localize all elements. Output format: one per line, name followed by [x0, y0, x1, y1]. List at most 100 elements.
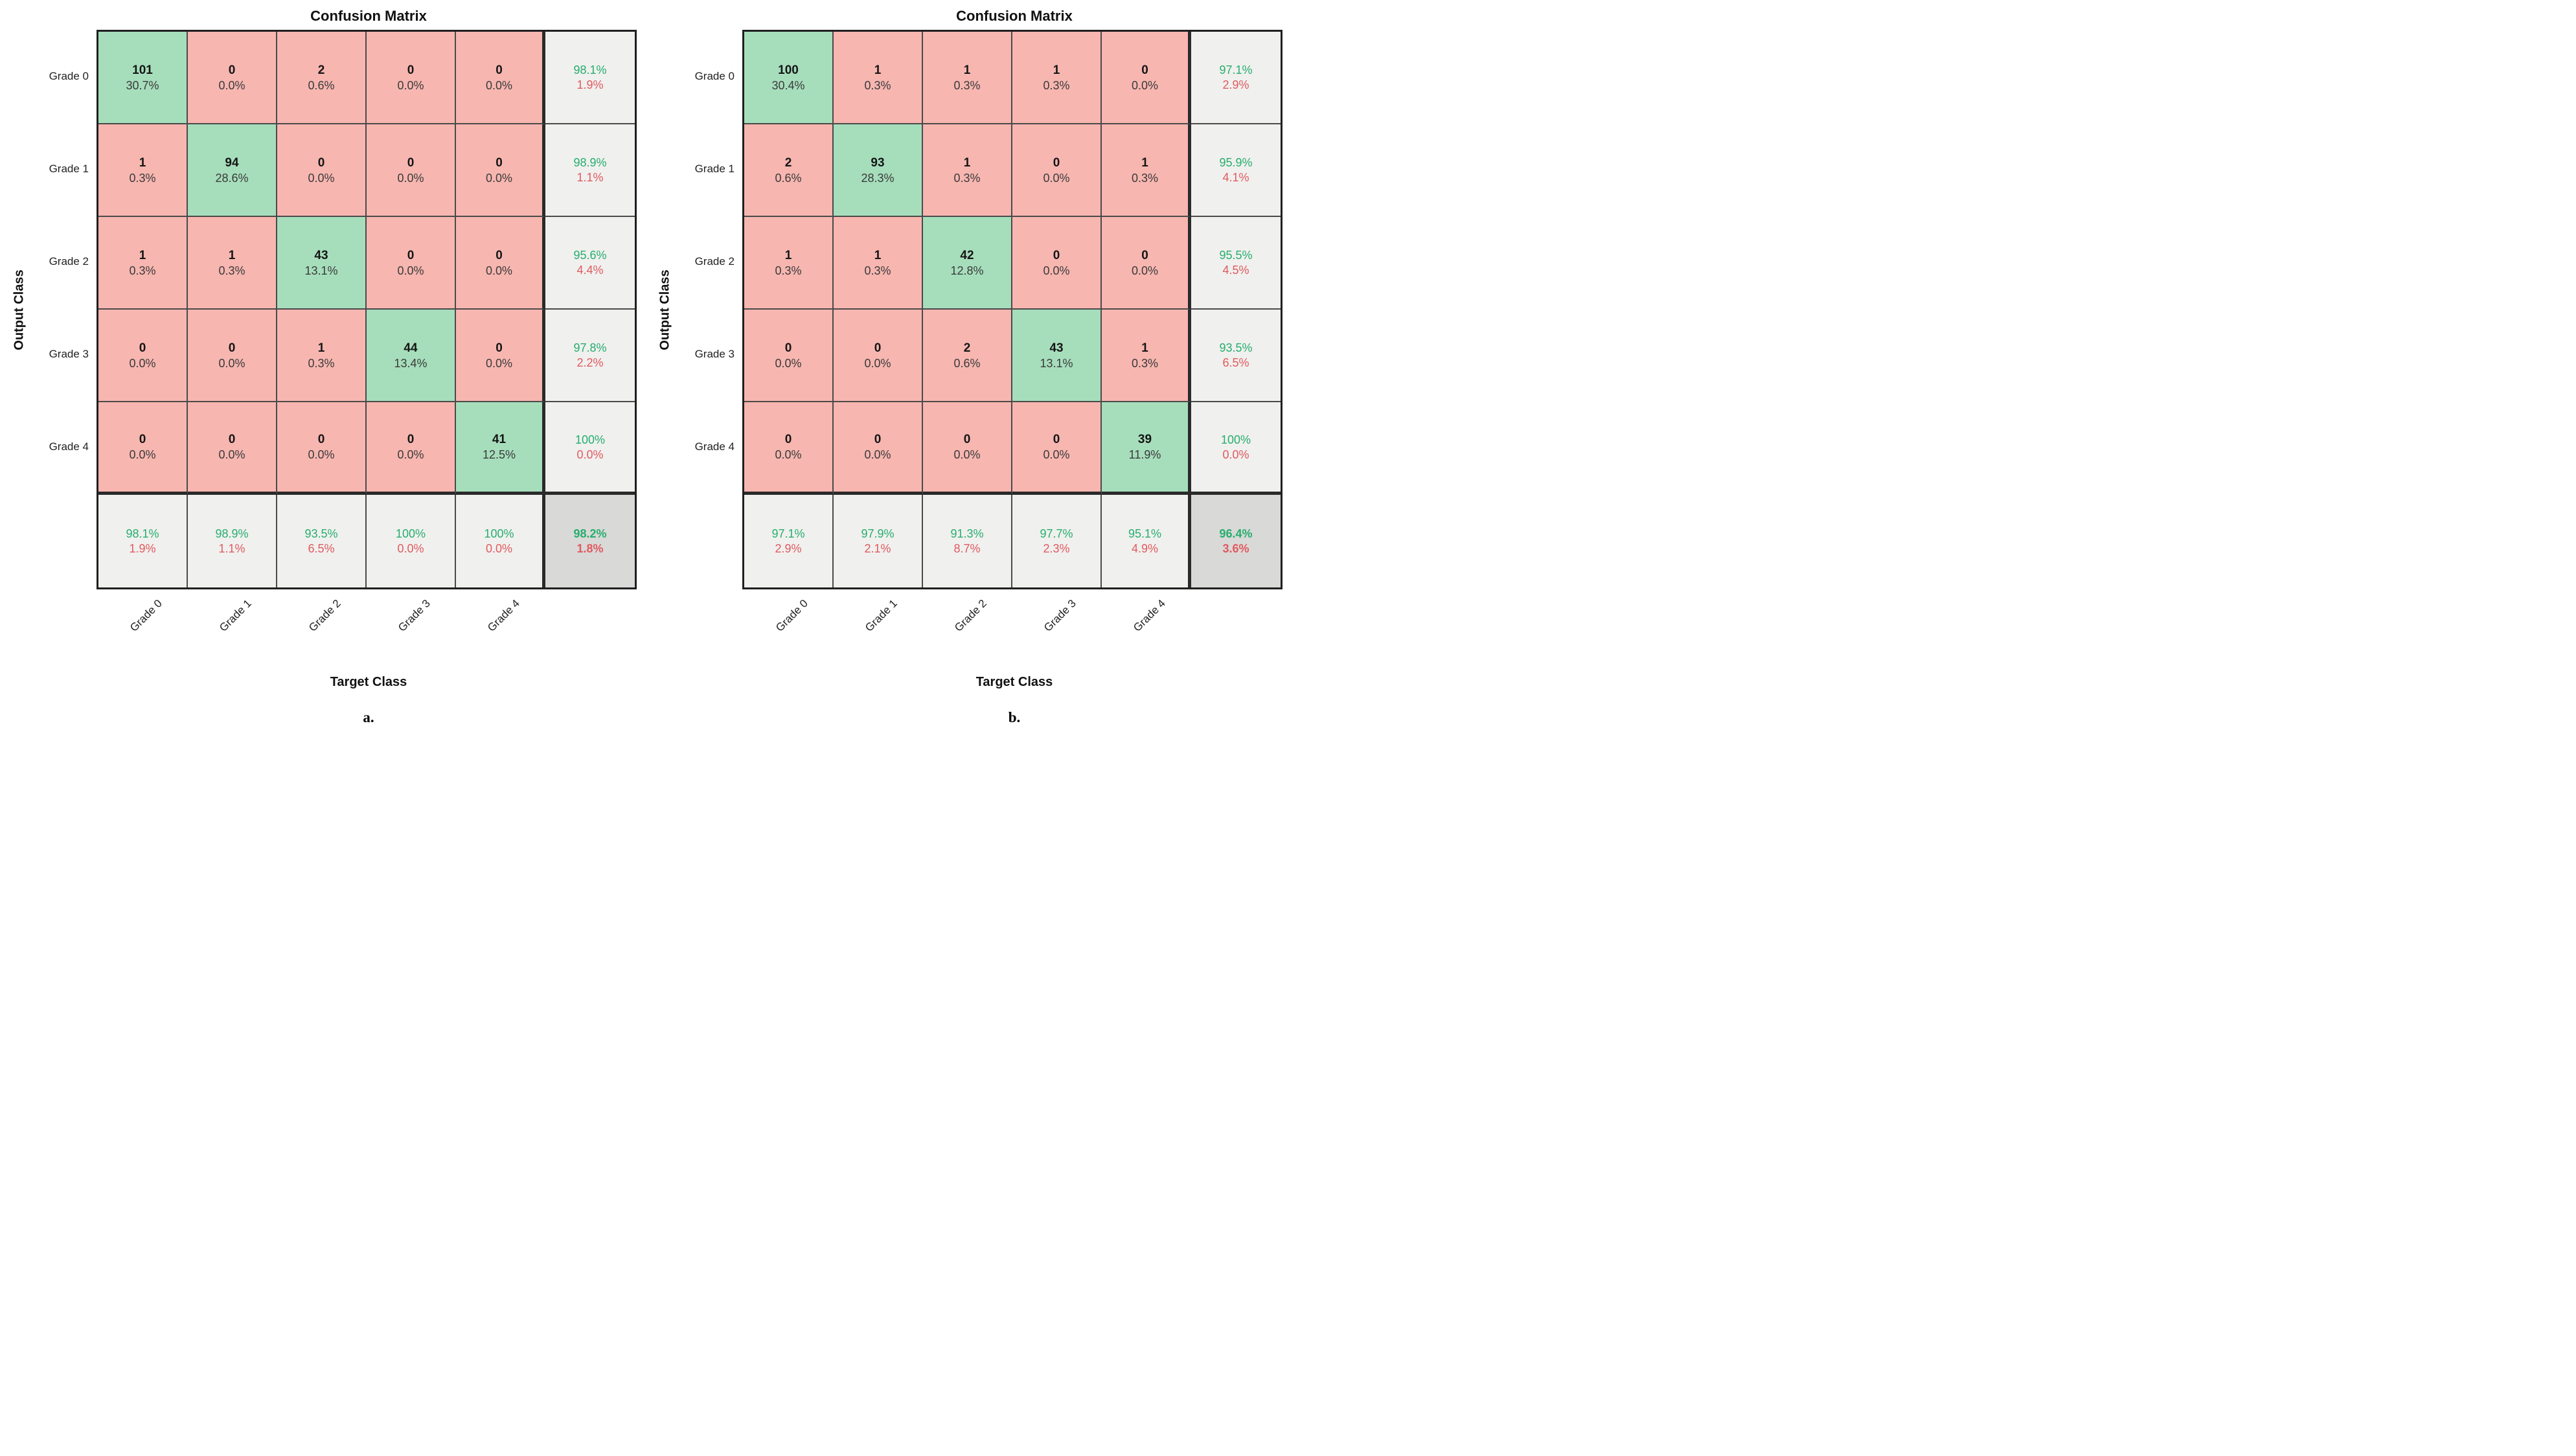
- overall-accuracy-percent: 98.2%: [573, 527, 607, 540]
- diagonal-cell: 43 13.1%: [1012, 310, 1102, 402]
- matrix-cell: 0 0.0%: [98, 310, 188, 402]
- y-axis-label: Output Class: [12, 269, 27, 350]
- diagonal-cell: 93 28.3%: [834, 124, 923, 217]
- overall-error-percent: 1.8%: [576, 542, 604, 555]
- overall-accuracy-cell: 96.4% 3.6%: [1191, 495, 1281, 587]
- row-tick-label: Grade 4: [49, 440, 89, 453]
- col-error-percent: 1.9%: [129, 542, 156, 555]
- row-error-percent: 4.1%: [1222, 171, 1249, 184]
- matrix-cell: 1 0.3%: [923, 32, 1012, 124]
- col-error-percent: 6.5%: [308, 542, 335, 555]
- row-summary-cell: 93.5% 6.5%: [1191, 310, 1281, 402]
- matrix-cell: 2 0.6%: [923, 310, 1012, 402]
- panel-letter-a: a.: [363, 709, 374, 725]
- row-tick-label: Grade 4: [694, 440, 735, 453]
- matrix-cell: 1 0.3%: [1102, 310, 1191, 402]
- cell-percent: 0.0%: [864, 356, 891, 370]
- cell-count: 0: [317, 155, 325, 170]
- matrix-cell: 0 0.0%: [1012, 402, 1102, 495]
- col-summary-cell: 95.1% 4.9%: [1102, 495, 1191, 587]
- matrix-cell: 0 0.0%: [98, 402, 188, 495]
- row-error-percent: 4.5%: [1222, 264, 1249, 277]
- cell-count: 0: [139, 433, 146, 446]
- row-error-percent: 4.4%: [576, 264, 604, 277]
- cell-percent: 0.0%: [1043, 264, 1070, 277]
- cell-percent: 0.3%: [864, 78, 891, 92]
- cell-count: 0: [317, 433, 325, 446]
- row-summary-cell: 97.8% 2.2%: [545, 310, 635, 402]
- row-summary-cell: 95.5% 4.5%: [1191, 217, 1281, 310]
- cell-count: 94: [225, 155, 239, 170]
- diagonal-cell: 42 12.8%: [923, 217, 1012, 310]
- cell-count: 0: [784, 433, 792, 446]
- figure-confusion-matrices: { "chart_data": [ { "type": "heatmap", "…: [0, 0, 1288, 728]
- cell-percent: 0.0%: [1043, 448, 1070, 461]
- x-tick-label-text: Grade 2: [306, 597, 343, 634]
- row-accuracy-percent: 95.5%: [1219, 249, 1253, 262]
- col-summary-cell: 97.1% 2.9%: [744, 495, 834, 587]
- cell-count: 0: [228, 341, 236, 355]
- cell-count: 1: [784, 248, 792, 262]
- diagonal-cell: 43 13.1%: [277, 217, 367, 310]
- overall-error-percent: 3.6%: [1222, 542, 1249, 555]
- matrix-cell: 1 0.3%: [98, 217, 188, 310]
- cell-percent: 0.0%: [1131, 78, 1159, 92]
- overall-accuracy-percent: 96.4%: [1219, 527, 1253, 540]
- row-tick-label: Grade 1: [694, 162, 735, 175]
- row-error-percent: 2.9%: [1222, 78, 1249, 91]
- cell-count: 0: [228, 433, 236, 446]
- matrix-cell: 0 0.0%: [456, 217, 545, 310]
- row-accuracy-percent: 95.6%: [573, 249, 607, 262]
- overall-accuracy-cell: 98.2% 1.8%: [545, 495, 635, 587]
- confusion-grid: 100 30.4% 1 0.3% 1 0.3% 1 0.3% 0 0.0% 97.1% 2.9% 2 0.…: [742, 30, 1282, 589]
- row-error-percent: 0.0%: [1222, 448, 1249, 461]
- cell-percent: 0.3%: [1131, 171, 1159, 185]
- matrix-cell: 0 0.0%: [188, 402, 277, 495]
- row-error-percent: 1.1%: [576, 171, 604, 184]
- matrix-cell: 0 0.0%: [367, 32, 456, 124]
- cell-percent: 0.3%: [308, 356, 335, 370]
- matrix-cell: 0 0.0%: [1102, 217, 1191, 310]
- chart-title: Confusion Matrix: [956, 8, 1073, 24]
- confusion-grid: 101 30.7% 0 0.0% 2 0.6% 0 0.0% 0 0.0% 98.1% 1.9% 1 0.…: [97, 30, 637, 589]
- col-accuracy-percent: 97.1%: [771, 527, 805, 540]
- cell-percent: 0.0%: [953, 448, 981, 461]
- matrix-cell: 1 0.3%: [834, 217, 923, 310]
- cell-percent: 0.3%: [129, 264, 156, 277]
- matrix-cell: 0 0.0%: [456, 310, 545, 402]
- row-accuracy-percent: 97.8%: [573, 341, 607, 354]
- cell-percent: 0.0%: [864, 448, 891, 461]
- cell-count: 0: [874, 341, 882, 355]
- x-tick-label: Grade 0: [100, 589, 190, 672]
- matrix-cell: 0 0.0%: [277, 124, 367, 217]
- matrix-cell: 0 0.0%: [188, 310, 277, 402]
- row-error-percent: 2.2%: [576, 356, 604, 369]
- matrix-cell: 2 0.6%: [277, 32, 367, 124]
- cell-count: 1: [874, 248, 882, 262]
- cell-percent: 0.0%: [218, 356, 245, 370]
- cell-percent: 0.0%: [1043, 171, 1070, 185]
- cell-count: 0: [139, 341, 146, 355]
- x-tick-label: Grade 3: [369, 589, 458, 672]
- cell-percent: 0.0%: [218, 78, 245, 92]
- col-summary-cell: 97.7% 2.3%: [1012, 495, 1102, 587]
- col-accuracy-percent: 100%: [484, 527, 514, 540]
- cell-count: 1: [139, 248, 146, 262]
- cell-count: 39: [1137, 433, 1152, 446]
- cell-count: 0: [1141, 248, 1148, 262]
- cell-count: 1: [1053, 63, 1060, 77]
- matrix-cell: 0 0.0%: [188, 32, 277, 124]
- cell-count: 1: [963, 63, 971, 77]
- x-axis-label: Target Class: [975, 675, 1053, 689]
- matrix-cell: 0 0.0%: [456, 124, 545, 217]
- x-tick-label: Grade 0: [746, 589, 836, 672]
- diagonal-cell: 41 12.5%: [456, 402, 545, 495]
- cell-percent: 0.0%: [1131, 264, 1159, 277]
- row-tick-label: Grade 1: [49, 162, 89, 175]
- x-tick-label-text: Grade 0: [773, 597, 810, 634]
- row-labels: Grade 0 Grade 1 Grade 2 Grade 3 Grade 4: [678, 30, 742, 589]
- row-accuracy-percent: 98.1%: [573, 63, 607, 76]
- col-error-percent: 0.0%: [397, 542, 424, 555]
- x-tick-label-text: Grade 3: [1041, 597, 1078, 634]
- cell-percent: 0.3%: [1043, 78, 1070, 92]
